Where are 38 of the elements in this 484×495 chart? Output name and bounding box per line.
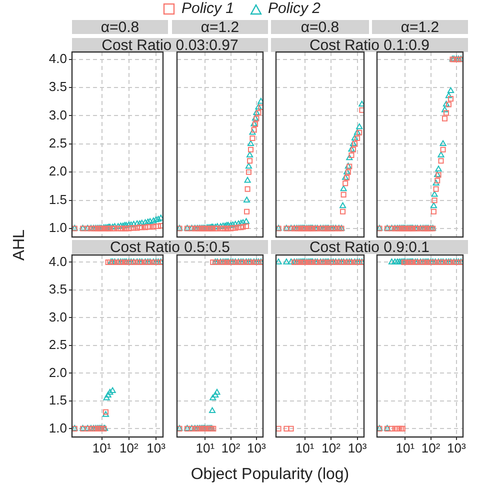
x-tick-label: 10³ bbox=[348, 440, 368, 456]
x-tick-label: 10³ bbox=[447, 440, 467, 456]
x-tick-label: 10² bbox=[221, 440, 241, 456]
y-tick-label: 1.5 bbox=[48, 192, 67, 207]
y-tick-label: 3.0 bbox=[48, 309, 67, 324]
y-tick-label: 2.0 bbox=[48, 364, 67, 380]
y-axis-title: AHL bbox=[11, 228, 29, 263]
y-tick-label: 4.0 bbox=[48, 254, 67, 269]
y-tick-label: 2.0 bbox=[48, 164, 67, 179]
x-axis-title: Object Popularity (log) bbox=[190, 466, 350, 484]
chart-subtitle: Cost Ratio 0.5:0.5 bbox=[72, 239, 268, 256]
chart-title: α=1.2 bbox=[372, 19, 468, 36]
y-tick-label: 4.0 bbox=[48, 50, 67, 66]
y-tick-label: 3.5 bbox=[48, 282, 67, 297]
y-tick-label: 2.5 bbox=[48, 136, 67, 151]
y-tick-label: 2.5 bbox=[48, 337, 67, 352]
chart-subtitle: Cost Ratio 0.9:0.1 bbox=[271, 239, 468, 256]
x-tick-label: 10² bbox=[322, 440, 342, 456]
x-tick-label: 10² bbox=[421, 440, 441, 456]
x-tick-label: 10¹ bbox=[196, 440, 216, 456]
y-tick-label: 3.0 bbox=[48, 107, 67, 122]
x-tick-label: 10³ bbox=[247, 440, 267, 456]
x-tick-label: 10¹ bbox=[396, 440, 416, 456]
y-tick-label: 1.5 bbox=[48, 392, 67, 408]
chart-subtitle: Cost Ratio 0.1:0.9 bbox=[271, 37, 468, 54]
legend-label: Policy 1 bbox=[181, 0, 234, 18]
x-tick-label: 10¹ bbox=[295, 440, 315, 456]
chart-title: α=0.8 bbox=[72, 19, 168, 36]
chart-subtitle: Cost Ratio 0.03:0.97 bbox=[72, 37, 268, 54]
x-tick-label: 10³ bbox=[146, 440, 166, 456]
x-tick-label: 10² bbox=[120, 440, 139, 456]
chart-title: α=0.8 bbox=[271, 19, 369, 36]
y-tick-label: 3.5 bbox=[48, 79, 67, 94]
chart-title: α=1.2 bbox=[172, 19, 268, 36]
legend-label: Policy 2 bbox=[268, 0, 321, 18]
y-tick-label: 1.0 bbox=[48, 420, 67, 436]
y-tick-label: 1.0 bbox=[48, 220, 67, 236]
x-tick-label: 10¹ bbox=[92, 440, 112, 456]
